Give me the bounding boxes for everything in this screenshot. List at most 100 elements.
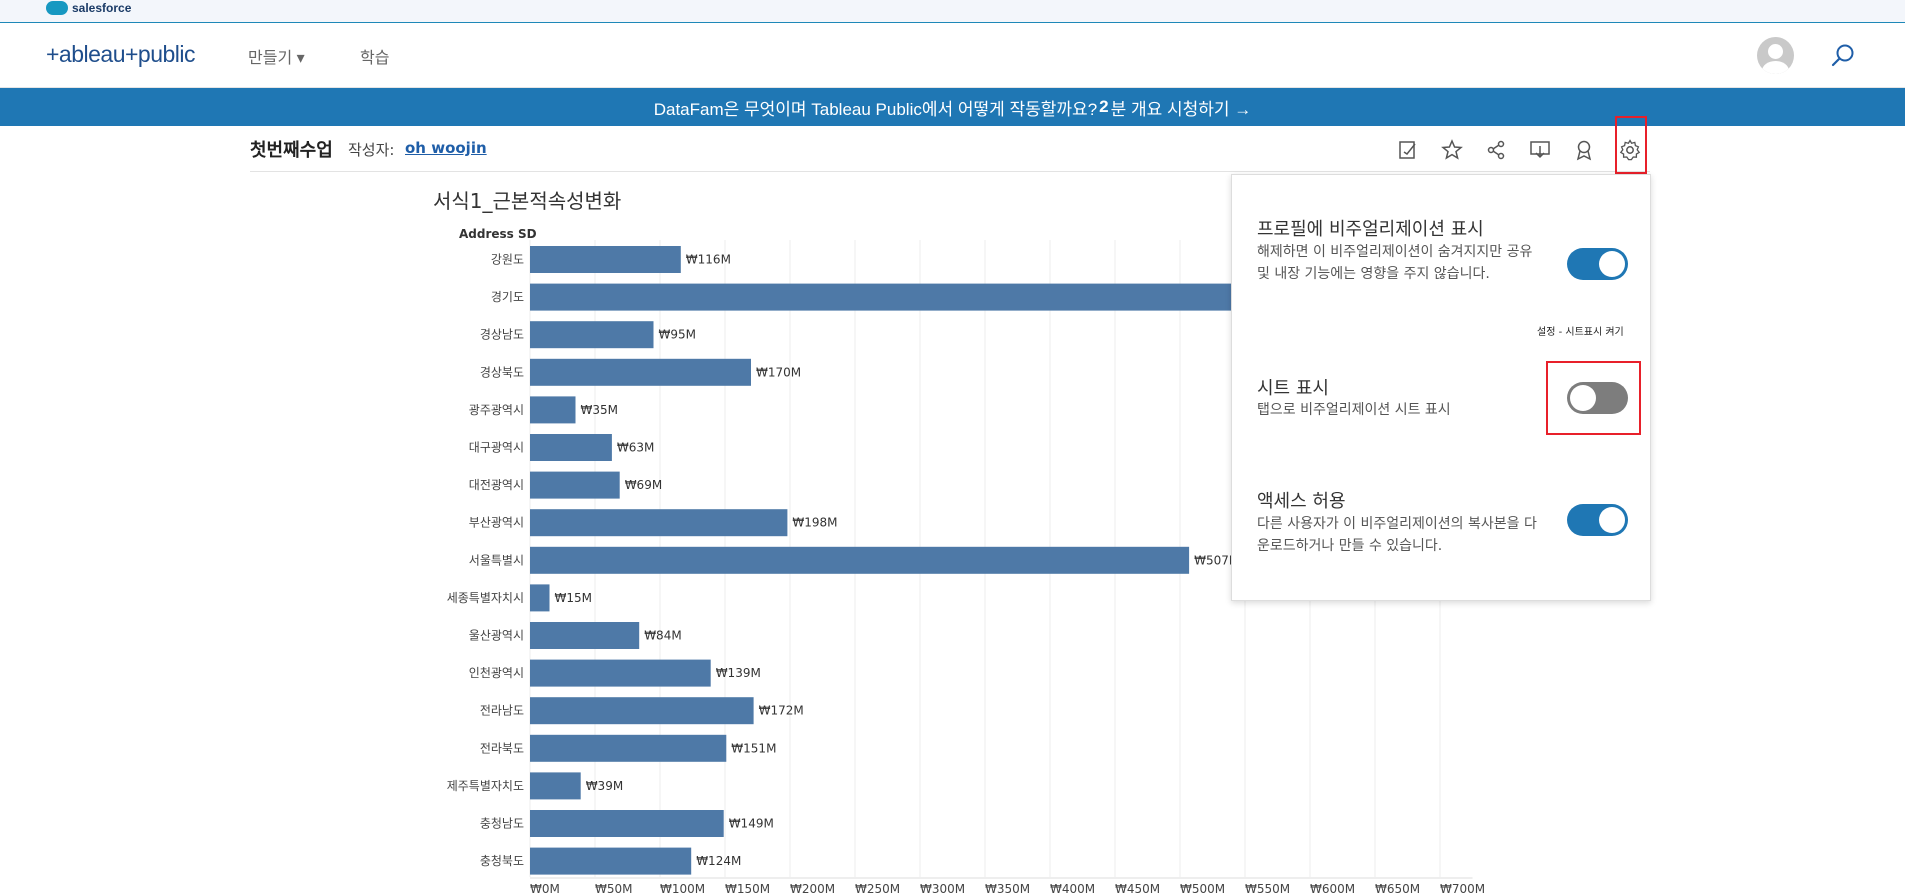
category-label: 경상남도	[480, 328, 524, 342]
category-label: 부산광역시	[469, 516, 524, 530]
category-label: 서울특별시	[469, 553, 524, 567]
x-tick-label: ₩600M	[1310, 882, 1355, 895]
category-label: 강원도	[491, 253, 524, 267]
salesforce-label: salesforce	[72, 1, 132, 15]
data-label: ₩170M	[756, 365, 801, 379]
sheets-setting-title: 시트 표시	[1257, 378, 1329, 399]
x-tick-label: ₩200M	[790, 882, 835, 895]
bar[interactable]	[530, 847, 692, 875]
data-label: ₩151M	[731, 741, 776, 755]
data-label: ₩63M	[617, 441, 655, 455]
dimension-header: Address SD	[459, 227, 537, 241]
viz-title: 첫번째수업	[250, 140, 333, 161]
salesforce-logo[interactable]: salesforce	[46, 0, 131, 16]
access-toggle[interactable]	[1567, 504, 1628, 536]
gear-icon[interactable]	[1618, 138, 1642, 162]
data-label: ₩15M	[555, 591, 593, 605]
x-tick-label: ₩550M	[1245, 882, 1290, 895]
download-icon[interactable]	[1528, 138, 1552, 162]
sheets-setting-desc: 탭으로 비주얼리제이션 시트 표시	[1257, 402, 1451, 418]
bar[interactable]	[530, 471, 620, 499]
category-label: 경상북도	[480, 365, 524, 379]
category-label: 충청남도	[480, 817, 524, 831]
x-tick-label: ₩250M	[855, 882, 900, 895]
star-icon[interactable]	[1440, 138, 1464, 162]
site-header: +ableau+public 만들기 ▾ 학습	[0, 23, 1905, 88]
data-label: ₩69M	[625, 478, 663, 492]
x-tick-label: ₩300M	[920, 882, 965, 895]
banner-bold: 2	[1099, 97, 1109, 116]
share-icon[interactable]	[1484, 138, 1508, 162]
banner-text-before: DataFam은 무엇이며 Tableau Public에서 어떻게 작동할까요…	[653, 99, 1098, 119]
bar[interactable]	[530, 584, 550, 612]
salesforce-bar: salesforce	[0, 0, 1905, 23]
search-button[interactable]	[1830, 43, 1856, 69]
data-label: ₩124M	[696, 854, 741, 868]
x-tick-label: ₩500M	[1180, 882, 1225, 895]
profile-toggle[interactable]	[1567, 248, 1628, 280]
toggle-knob	[1599, 251, 1625, 277]
profile-setting-title: 프로필에 비주얼리제이션 표시	[1257, 219, 1484, 240]
bar[interactable]	[530, 697, 754, 725]
data-label: ₩39M	[586, 779, 624, 793]
data-label: ₩172M	[759, 704, 804, 718]
x-tick-label: ₩450M	[1115, 882, 1160, 895]
award-icon[interactable]	[1572, 138, 1596, 162]
edit-icon[interactable]	[1396, 138, 1420, 162]
category-label: 대구광역시	[469, 441, 524, 455]
x-tick-label: ₩100M	[660, 882, 705, 895]
settings-note: 설정 - 시트표시 켜기	[1537, 327, 1624, 338]
bar[interactable]	[530, 283, 1336, 311]
bar[interactable]	[530, 810, 724, 837]
bar[interactable]	[530, 734, 727, 762]
author-label: 작성자:	[348, 141, 395, 159]
category-label: 인천광역시	[469, 665, 524, 680]
bar[interactable]	[530, 659, 711, 687]
sheets-toggle-highlight-box	[1546, 361, 1641, 435]
bar[interactable]	[530, 246, 681, 273]
x-tick-label: ₩400M	[1050, 882, 1095, 895]
x-tick-label: ₩650M	[1375, 882, 1420, 895]
gear-highlight-box	[1615, 116, 1647, 174]
access-setting-title: 액세스 허용	[1257, 491, 1346, 512]
bar[interactable]	[530, 546, 1190, 574]
category-label: 경기도	[491, 290, 524, 304]
sheets-toggle[interactable]	[1567, 382, 1628, 414]
bar[interactable]	[530, 396, 576, 424]
sheet-title: 서식1_근본적속성변화	[433, 189, 622, 213]
nav-learn[interactable]: 학습	[360, 50, 390, 67]
banner-text-after: 분 개요 시청하기 →	[1110, 99, 1252, 119]
toggle-knob	[1570, 385, 1596, 411]
author-link[interactable]: oh woojin	[405, 139, 487, 157]
datafam-banner[interactable]: DataFam은 무엇이며 Tableau Public에서 어떻게 작동할까요…	[0, 88, 1905, 126]
nav-create[interactable]: 만들기 ▾	[248, 50, 305, 67]
bar[interactable]	[530, 358, 751, 386]
data-label: ₩198M	[792, 516, 837, 530]
x-tick-label: ₩150M	[725, 882, 770, 895]
toggle-knob	[1599, 507, 1625, 533]
data-label: ₩149M	[729, 817, 774, 831]
access-setting-desc: 다른 사용자가 이 비주얼리제이션의 복사본을 다운로드하거나 만들 수 있습니…	[1257, 516, 1537, 554]
tableau-public-logo[interactable]: +ableau+public	[46, 41, 196, 67]
bar[interactable]	[530, 772, 581, 800]
x-tick-label: ₩50M	[595, 882, 633, 895]
viz-title-row: 첫번째수업 작성자: oh woojin	[250, 126, 1650, 172]
bar[interactable]	[530, 509, 788, 537]
category-label: 전라남도	[480, 704, 524, 718]
profile-setting-desc: 해제하면 이 비주얼리제이션이 숨겨지지만 공유 및 내장 기능에는 영향을 주…	[1257, 244, 1533, 282]
x-tick-label: ₩350M	[985, 882, 1030, 895]
category-label: 제주특별자치도	[447, 779, 524, 793]
data-label: ₩116M	[686, 253, 731, 267]
category-label: 세종특별자치시	[447, 591, 524, 605]
data-label: ₩84M	[644, 629, 682, 643]
avatar[interactable]	[1757, 37, 1794, 74]
x-tick-label: ₩700M	[1440, 882, 1485, 895]
settings-panel: 프로필에 비주얼리제이션 표시 해제하면 이 비주얼리제이션이 숨겨지지만 공유…	[1231, 174, 1651, 601]
bar[interactable]	[530, 321, 654, 349]
bar[interactable]	[530, 622, 640, 649]
salesforce-cloud-icon	[46, 1, 68, 15]
search-icon	[1831, 44, 1854, 67]
bar[interactable]	[530, 434, 612, 461]
category-label: 대전광역시	[469, 478, 524, 492]
